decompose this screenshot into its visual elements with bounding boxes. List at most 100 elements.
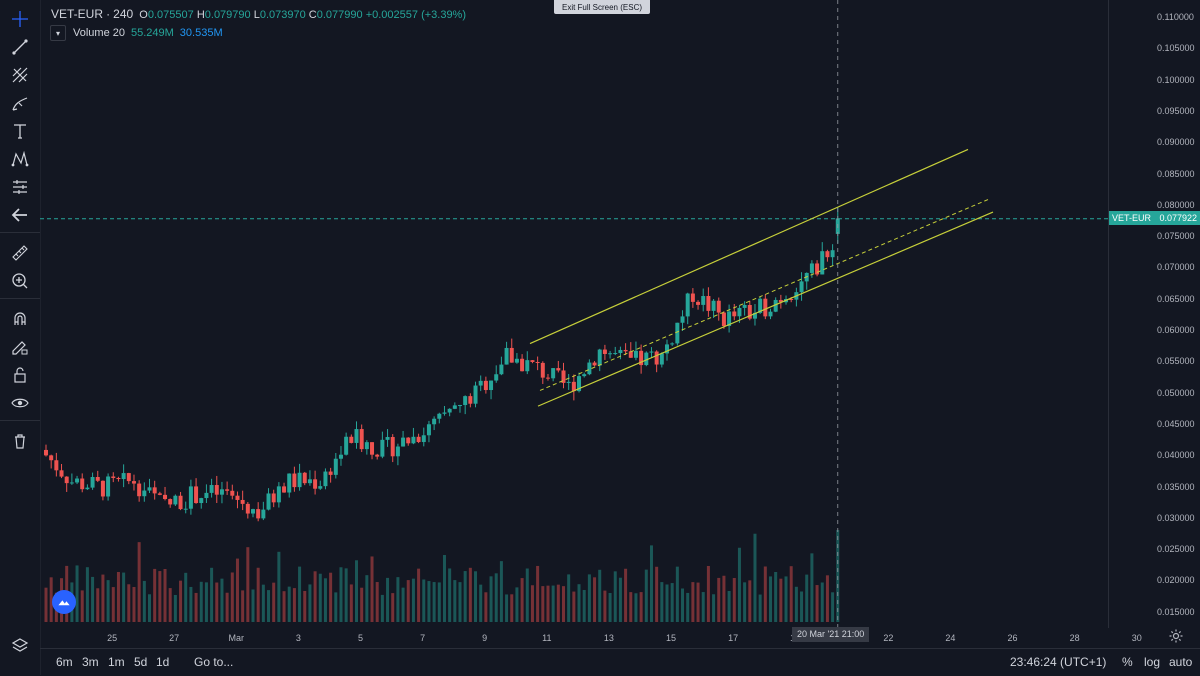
volume-bar xyxy=(282,591,286,622)
layers-icon[interactable] xyxy=(10,636,30,656)
volume-label[interactable]: Volume 20 xyxy=(73,27,125,39)
candle-body xyxy=(680,316,685,323)
volume-bar xyxy=(111,587,115,622)
volume-bar xyxy=(417,568,421,622)
volume-bar xyxy=(712,594,716,622)
interval-label[interactable]: 240 xyxy=(113,7,134,21)
volume-bar xyxy=(453,580,457,622)
candle-body xyxy=(292,473,297,488)
ruler-icon[interactable] xyxy=(6,240,34,266)
candle-body xyxy=(225,489,230,491)
candle-body xyxy=(520,358,525,372)
range-1d[interactable]: 1d xyxy=(156,655,170,669)
candle-body xyxy=(685,293,690,317)
chevron-down-icon[interactable]: ▾ xyxy=(50,25,66,41)
log-toggle[interactable]: log xyxy=(1144,655,1161,669)
candle-body xyxy=(302,472,307,484)
volume-bar xyxy=(800,591,804,622)
price-tick-label: 0.060000 xyxy=(1157,325,1195,335)
lock-icon[interactable] xyxy=(6,362,34,388)
back-icon[interactable] xyxy=(6,202,34,228)
time-tick-label: 11 xyxy=(542,633,552,643)
range-5d[interactable]: 5d xyxy=(134,655,148,669)
volume-bar xyxy=(717,577,721,622)
lock-drawing-icon[interactable] xyxy=(6,334,34,360)
volume-bar xyxy=(670,583,674,622)
range-6m[interactable]: 6m xyxy=(56,655,73,669)
volume-legend: ▾ Volume 20 55.249M 30.535M xyxy=(50,25,223,41)
volume-bar xyxy=(122,572,126,622)
text-icon[interactable] xyxy=(6,118,34,144)
price-tick-label: 0.050000 xyxy=(1157,387,1195,398)
crosshair-icon[interactable] xyxy=(6,6,34,32)
candle-body xyxy=(100,480,105,497)
volume-bar xyxy=(215,582,219,622)
volume-bar xyxy=(515,587,519,622)
volume-bar xyxy=(701,592,705,622)
volume-bar xyxy=(106,580,110,622)
candle-body xyxy=(178,495,183,510)
gear-icon[interactable] xyxy=(1168,628,1184,644)
volume-bar xyxy=(292,588,296,622)
candle-body xyxy=(545,377,550,379)
candle-body xyxy=(659,353,664,365)
volume-bar xyxy=(649,545,653,622)
brush-icon[interactable] xyxy=(6,90,34,116)
candle-body xyxy=(106,476,111,497)
candle-body xyxy=(173,495,178,505)
volume-bar xyxy=(484,592,488,622)
clock-timezone[interactable]: 23:46:24 (UTC+1) xyxy=(1010,655,1107,669)
candle-body xyxy=(426,424,431,436)
candle-body xyxy=(551,368,556,379)
volume-bar xyxy=(624,568,628,622)
volume-bar xyxy=(163,568,167,622)
price-tick-label: 0.065000 xyxy=(1157,293,1195,304)
exit-fullscreen-button[interactable]: Exit Full Screen (ESC) xyxy=(554,0,650,14)
volume-ma-value: 30.535M xyxy=(179,27,223,39)
candle-body xyxy=(370,442,375,455)
volume-bar xyxy=(272,582,276,622)
candle-body xyxy=(825,251,830,258)
range-1m[interactable]: 1m xyxy=(108,655,125,669)
trend-line-icon[interactable] xyxy=(6,34,34,60)
volume-bar xyxy=(774,571,778,622)
prediction-icon[interactable] xyxy=(6,174,34,200)
volume-bar xyxy=(613,571,617,622)
pattern-icon[interactable] xyxy=(6,146,34,172)
volume-bar xyxy=(582,589,586,622)
candle-body xyxy=(618,349,623,354)
high-value: 0.079790 xyxy=(204,9,251,21)
price-tick-label: 0.020000 xyxy=(1157,575,1195,586)
candle-body xyxy=(147,487,152,491)
price-chart[interactable] xyxy=(40,0,1108,628)
bottom-toolbar: 6m 3m 1m 5d 1d Go to... 23:46:24 (UTC+1)… xyxy=(40,648,1200,676)
tradingview-logo-icon[interactable] xyxy=(52,590,76,614)
percent-toggle[interactable]: % xyxy=(1122,655,1133,669)
magnet-icon[interactable] xyxy=(6,306,34,332)
volume-bar xyxy=(365,575,369,622)
go-to-date-button[interactable]: Go to... xyxy=(194,655,234,669)
symbol-name[interactable]: VET-EUR xyxy=(51,7,104,21)
candle-body xyxy=(271,493,276,503)
eye-icon[interactable] xyxy=(6,390,34,416)
trash-icon[interactable] xyxy=(6,428,34,454)
auto-toggle[interactable]: auto xyxy=(1169,655,1193,669)
volume-bar xyxy=(789,566,793,622)
volume-bar xyxy=(132,586,136,622)
volume-bar xyxy=(686,592,690,622)
volume-bar xyxy=(386,577,390,622)
volume-bar xyxy=(784,576,788,622)
zoom-in-icon[interactable] xyxy=(6,268,34,294)
price-axis[interactable]: 0.110000 0.105000 0.100000 0.095000 0.090000… xyxy=(1108,0,1200,628)
time-tick-label: 25 xyxy=(107,633,118,643)
candle-body xyxy=(421,435,426,443)
candle-body xyxy=(587,362,592,375)
candle-body xyxy=(747,305,752,319)
pitchfork-icon[interactable] xyxy=(6,62,34,88)
range-3m[interactable]: 3m xyxy=(82,655,99,669)
candle-body xyxy=(577,376,582,392)
volume-bar xyxy=(458,582,462,622)
time-axis[interactable]: 2527Mar357911131517192224262830 xyxy=(40,628,1142,648)
volume-bar xyxy=(629,592,633,622)
candle-body xyxy=(633,350,638,358)
